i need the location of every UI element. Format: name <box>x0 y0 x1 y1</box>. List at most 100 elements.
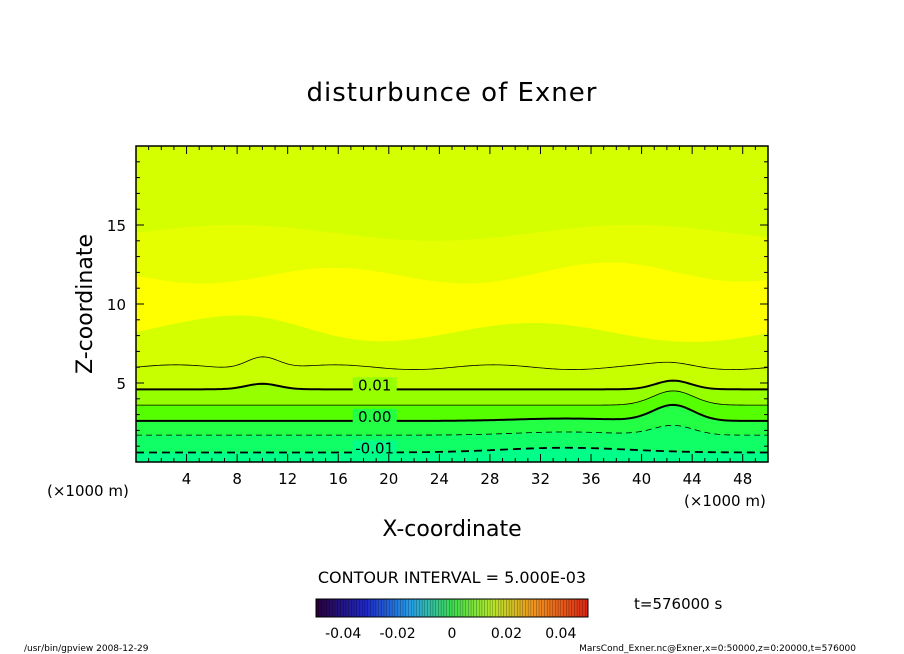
colorbar-cell <box>563 599 567 617</box>
colorbar-cell <box>427 599 431 617</box>
y-axis-label: Z-coordinate <box>73 234 98 374</box>
colorbar-cell <box>392 599 396 617</box>
colorbar-cell <box>318 599 322 617</box>
chart-title: disturbunce of Exner <box>307 78 598 108</box>
colorbar-cell <box>500 599 504 617</box>
colorbar-cell <box>481 599 485 617</box>
colorbar-cell <box>462 599 466 617</box>
colorbar-cell <box>354 599 358 617</box>
colorbar-frame <box>315 598 589 618</box>
colorbar-cell <box>386 599 390 617</box>
colorbar-tick-label: 0.04 <box>545 626 576 642</box>
contour-label: 0.00 <box>358 408 391 426</box>
colorbar-tick-label: 0.02 <box>491 626 522 642</box>
colorbar-cell <box>541 599 545 617</box>
colorbar-cell <box>549 599 553 617</box>
colorbar-cell <box>558 599 562 617</box>
x-tick-label: 32 <box>531 470 550 488</box>
colorbar-cell <box>517 599 521 617</box>
colorbar-cell <box>511 599 515 617</box>
x-tick-label: 24 <box>430 470 449 488</box>
colorbar-cell <box>405 599 409 617</box>
colorbar-cell <box>413 599 417 617</box>
colorbar-tick-label: 0 <box>448 626 457 642</box>
contour-label-bg <box>352 440 397 457</box>
colorbar-cell <box>329 599 333 617</box>
colorbar-cell <box>367 599 371 617</box>
colorbar-cell <box>495 599 499 617</box>
x-axis-label: X-coordinate <box>382 517 521 542</box>
colorbar-cell <box>460 599 464 617</box>
colorbar-cell <box>533 599 537 617</box>
colorbar-cell <box>441 599 445 617</box>
colorbar-cell <box>506 599 510 617</box>
x-unit-right: (×1000 m) <box>684 492 766 510</box>
contour-line-4 <box>136 424 769 436</box>
colorbar-tick-label: -0.04 <box>325 626 361 642</box>
contour-label: 0.01 <box>358 376 391 394</box>
colorbar-cell <box>530 599 534 617</box>
colorbar-cell <box>577 599 581 617</box>
colorbar-cell <box>335 599 339 617</box>
colorbar-cell <box>544 599 548 617</box>
colorbar-cell <box>337 599 341 617</box>
colorbar-cell <box>492 599 496 617</box>
colorbar-cell <box>468 599 472 617</box>
x-tick-label: 8 <box>232 470 242 488</box>
colorbar-cell <box>351 599 355 617</box>
colorbar-cell <box>345 599 349 617</box>
colorbar-cell <box>430 599 434 617</box>
colorbar-cell <box>574 599 578 617</box>
colorbar-cell <box>408 599 412 617</box>
colorbar-cell <box>375 599 379 617</box>
colorbar-cell <box>457 599 461 617</box>
colorbar-cell <box>432 599 436 617</box>
colorbar-cell <box>424 599 428 617</box>
y-tick-label: 15 <box>107 217 126 235</box>
colorbar-cell <box>362 599 366 617</box>
contour-label-bg <box>352 408 397 425</box>
colorbar-cell <box>536 599 540 617</box>
contour-label: -0.01 <box>355 440 394 458</box>
x-tick-label: 20 <box>379 470 398 488</box>
colorbar-cell <box>443 599 447 617</box>
colorbar-cell <box>449 599 453 617</box>
contour-line-0 <box>135 356 769 370</box>
colorbar-cell <box>547 599 551 617</box>
colorbar-cell <box>332 599 336 617</box>
colorbar-cell <box>465 599 469 617</box>
colorbar-cell <box>579 599 583 617</box>
colorbar-cell <box>435 599 439 617</box>
colorbar-cell <box>359 599 363 617</box>
colorbar-cell <box>364 599 368 617</box>
colorbar-cell <box>484 599 488 617</box>
x-unit-left: (×1000 m) <box>47 482 129 500</box>
colorbar-cell <box>476 599 480 617</box>
colorbar-cell <box>343 599 347 617</box>
time-text: t=576000 s <box>634 595 722 613</box>
x-tick-label: 16 <box>329 470 348 488</box>
x-tick-label: 40 <box>632 470 651 488</box>
colorbar-cell <box>452 599 456 617</box>
colorbar-cell <box>356 599 360 617</box>
colorbar-cell <box>560 599 564 617</box>
plot-area: 0.01 0.00 -0.01 <box>135 145 769 463</box>
x-tick-label: 12 <box>278 470 297 488</box>
colorbar-cell <box>326 599 330 617</box>
colorbar-cell <box>370 599 374 617</box>
x-tick-label: 44 <box>683 470 702 488</box>
colorbar-cell <box>324 599 328 617</box>
colorbar-cell <box>585 599 589 617</box>
colorbar-cell <box>552 599 556 617</box>
colorbar-cell <box>520 599 524 617</box>
contour-fill-5 <box>136 447 768 462</box>
colorbar-cell <box>471 599 475 617</box>
yellow-band <box>136 262 768 342</box>
colorbar <box>315 599 589 617</box>
colorbar-cell <box>514 599 518 617</box>
colorbar-cell <box>479 599 483 617</box>
colorbar-cell <box>397 599 401 617</box>
x-tick-label: 28 <box>480 470 499 488</box>
footer-left: /usr/bin/gpview 2008-12-29 <box>24 644 149 654</box>
colorbar-cell <box>411 599 415 617</box>
